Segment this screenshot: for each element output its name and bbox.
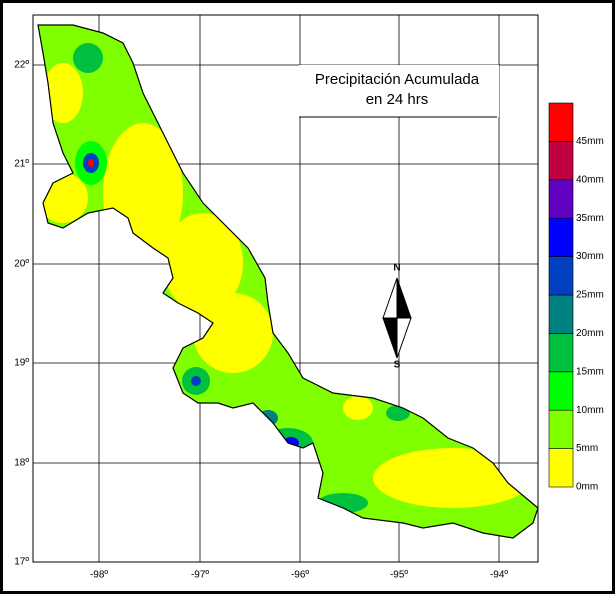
- legend-swatch: [548, 333, 574, 373]
- compass: N S: [382, 263, 412, 371]
- legend-swatch: [548, 448, 574, 488]
- latitude-label: 17º: [14, 557, 29, 568]
- map: 22º 21º 20º 19º 18º 17º -98º -97º -96º -95º -94º P…: [14, 14, 604, 581]
- legend-label: 45mm: [576, 136, 604, 147]
- legend-swatch: [548, 371, 574, 411]
- legend: 0mm 5mm 10mm 15mm 20mm 25mm 30mm 35mm 40mm 45mm: [548, 102, 604, 493]
- longitude-label: -98º: [90, 570, 108, 581]
- legend-swatch: [548, 217, 574, 257]
- legend-swatch: [548, 102, 574, 142]
- legend-label: 20mm: [576, 328, 604, 339]
- legend-swatch: [548, 409, 574, 449]
- longitude-label: -96º: [291, 570, 309, 581]
- legend-label: 40mm: [576, 174, 604, 185]
- legend-label: 0mm: [576, 482, 598, 493]
- latitude-label: 21º: [14, 159, 29, 170]
- longitude-label: -95º: [390, 570, 408, 581]
- state-outline: [37, 24, 539, 539]
- legend-label: 30mm: [576, 251, 604, 262]
- title-box: [299, 65, 499, 117]
- compass-north: N: [393, 263, 400, 274]
- legend-label: 35mm: [576, 213, 604, 224]
- legend-swatch: [548, 294, 574, 334]
- legend-label: 10mm: [576, 405, 604, 416]
- longitude-label: -94º: [490, 570, 508, 581]
- title-line: Precipitación Acumulada: [315, 71, 480, 88]
- legend-label: 25mm: [576, 290, 604, 301]
- legend-swatch: [548, 179, 574, 219]
- legend-label: 5mm: [576, 443, 598, 454]
- compass-south: S: [394, 360, 401, 371]
- legend-swatch: [548, 256, 574, 296]
- legend-label: 15mm: [576, 366, 604, 377]
- latitude-label: 18º: [14, 458, 29, 469]
- title-line: en 24 hrs: [366, 91, 429, 108]
- longitude-label: -97º: [191, 570, 209, 581]
- latitude-label: 22º: [14, 60, 29, 71]
- latitude-label: 19º: [14, 358, 29, 369]
- latitude-label: 20º: [14, 259, 29, 270]
- legend-swatch: [548, 141, 574, 181]
